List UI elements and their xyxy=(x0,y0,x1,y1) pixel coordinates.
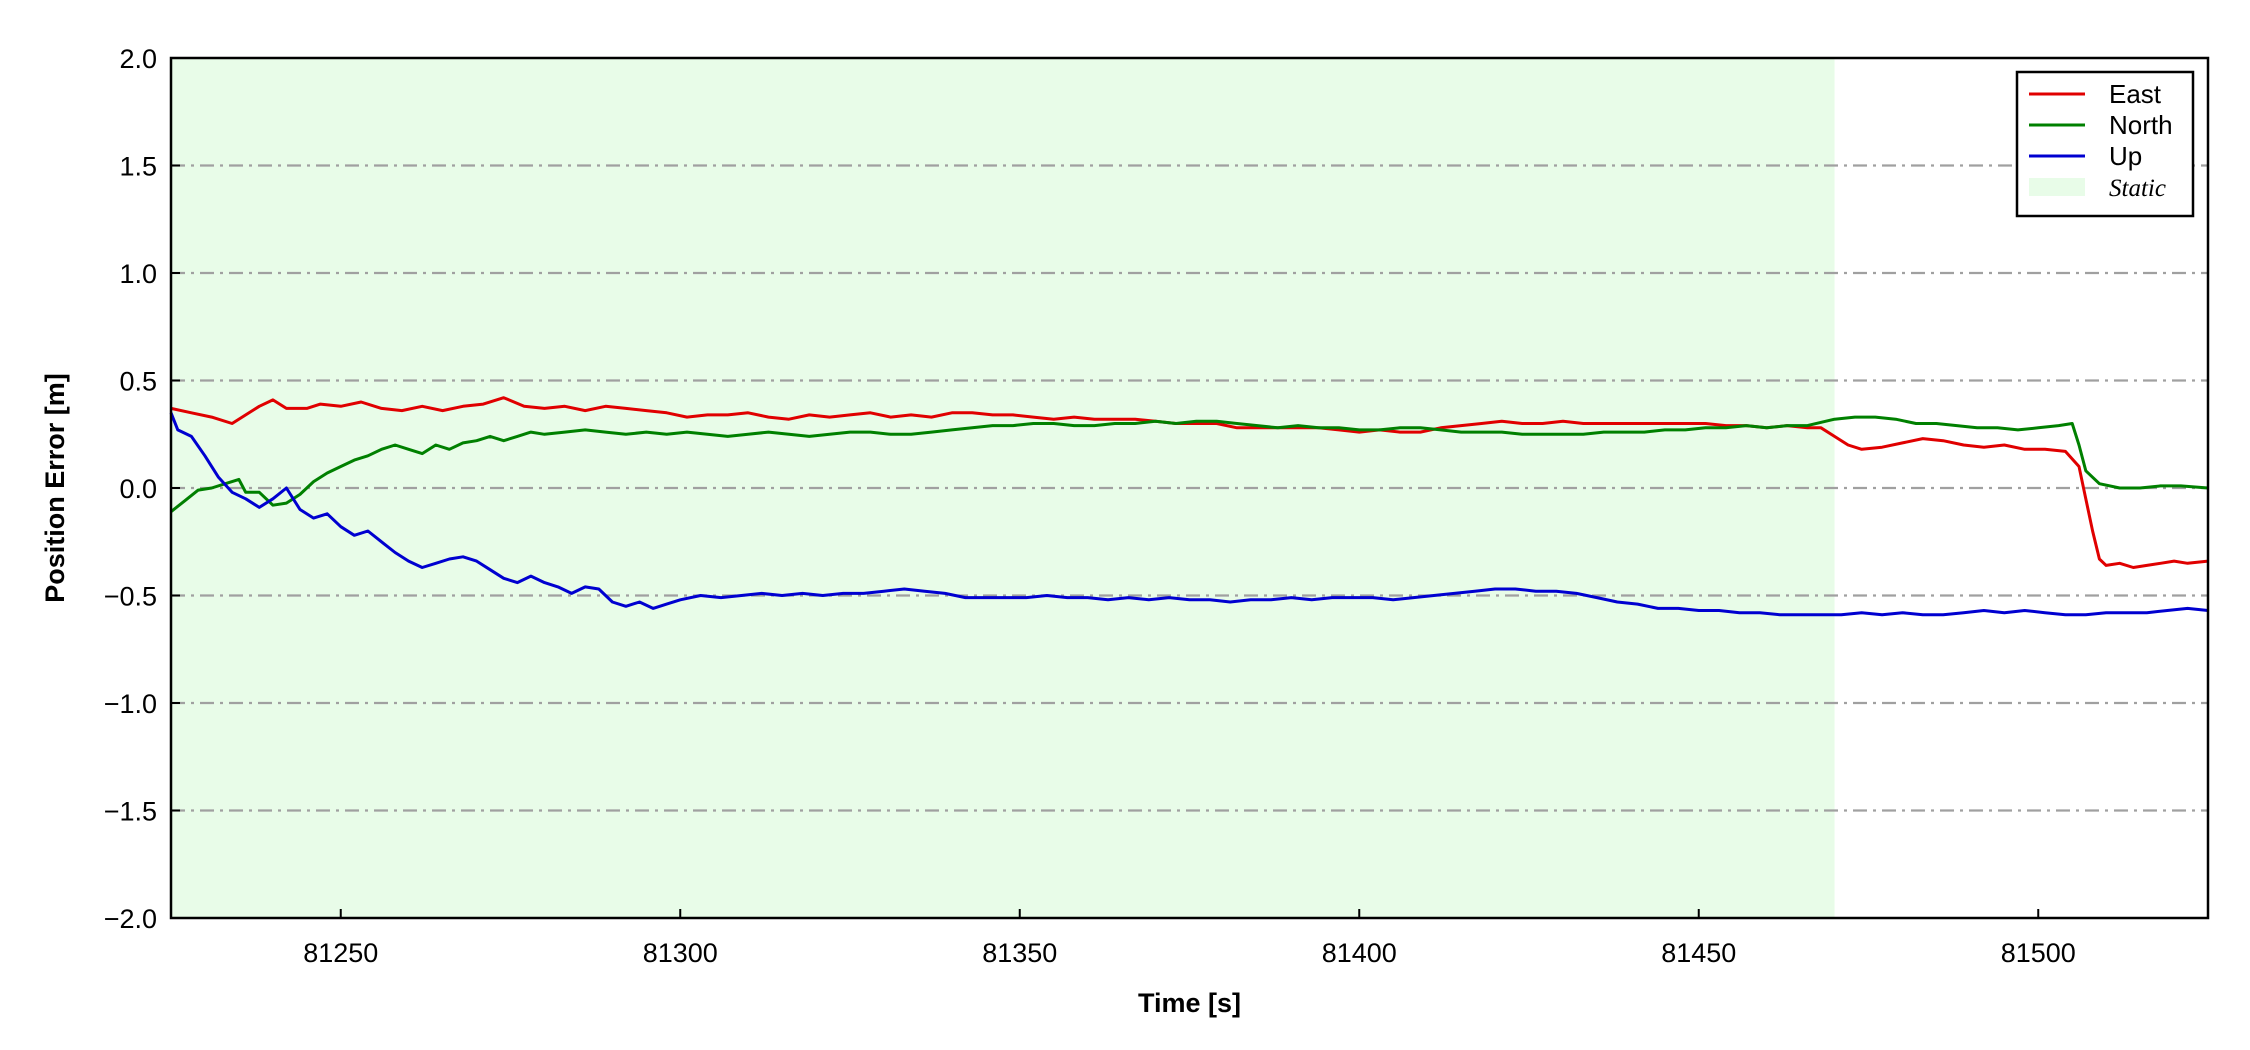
axis-labels: Time [s] Position Error [m] xyxy=(40,373,1241,1018)
y-tick-label: 1.5 xyxy=(119,152,157,182)
legend-label-up: Up xyxy=(2109,141,2142,171)
x-tick-label: 81450 xyxy=(1661,938,1736,968)
axis-ticks: 81250 81300 81350 81400 81450 81500 −2.0 −1.5 −1… xyxy=(104,44,2076,968)
series-line-north xyxy=(170,415,2209,513)
y-tick-label: −1.5 xyxy=(104,797,157,827)
series-line-east xyxy=(170,396,2209,569)
y-tick-label: 0.5 xyxy=(119,367,157,397)
x-tick-label: 81350 xyxy=(982,938,1057,968)
grid-lines xyxy=(171,164,2208,812)
x-tick-label: 81500 xyxy=(2001,938,2076,968)
y-axis-title: Position Error [m] xyxy=(40,373,70,603)
y-tick-label: 2.0 xyxy=(119,44,157,74)
y-tick-label: 0.0 xyxy=(119,474,157,504)
legend-label-north: North xyxy=(2109,110,2173,140)
static-region xyxy=(171,58,1835,918)
plot-background xyxy=(171,58,1835,918)
series-line-up xyxy=(169,412,2209,617)
series-layer xyxy=(169,396,2209,617)
x-tick-label: 81400 xyxy=(1322,938,1397,968)
x-axis-title: Time [s] xyxy=(1138,988,1241,1018)
x-tick-label: 81250 xyxy=(303,938,378,968)
y-tick-label: −0.5 xyxy=(104,582,157,612)
legend-swatch-static xyxy=(2029,178,2085,196)
legend-label-static: Static xyxy=(2109,175,2166,202)
legend-label-east: East xyxy=(2109,79,2162,109)
x-tick-label: 81300 xyxy=(643,938,718,968)
y-tick-label: −1.0 xyxy=(104,689,157,719)
y-tick-label: −2.0 xyxy=(104,904,157,934)
y-tick-label: 1.0 xyxy=(119,259,157,289)
